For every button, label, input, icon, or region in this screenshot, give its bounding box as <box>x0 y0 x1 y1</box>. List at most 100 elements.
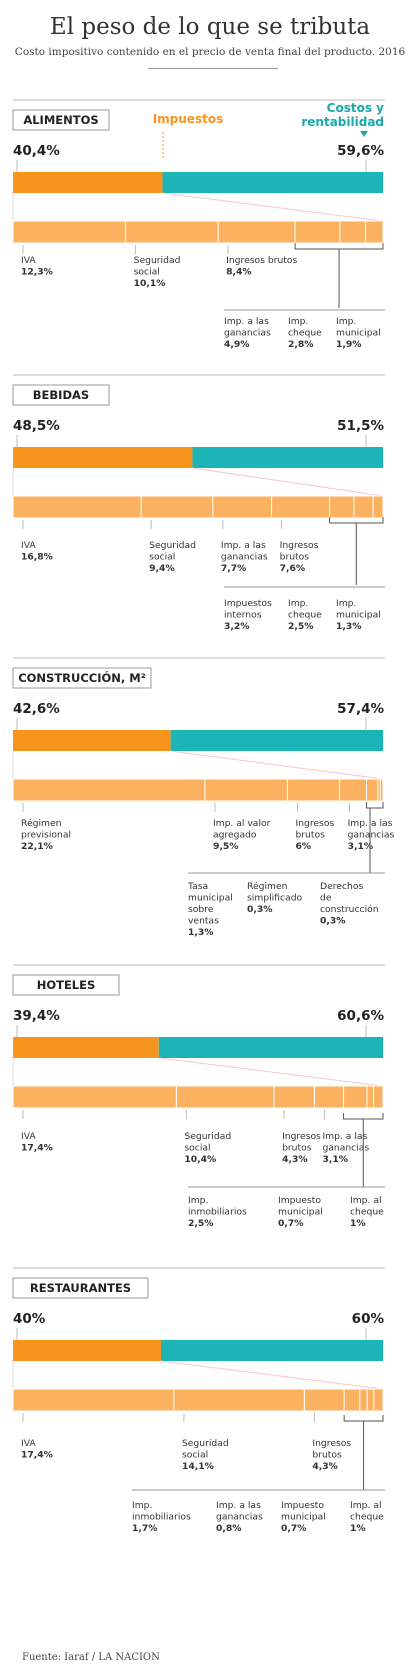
cost-bar <box>192 447 383 468</box>
funnel-line-right <box>192 467 384 497</box>
component-segment <box>359 1388 368 1412</box>
cost-total-label: 60,6% <box>337 1008 384 1024</box>
legend-costs-pointer <box>360 131 368 137</box>
component-label: Imp. a las ganancias 0,8% <box>216 1500 263 1534</box>
component-label: IVA 17,4% <box>21 1438 53 1461</box>
category-label: BEBIDAS <box>33 388 89 402</box>
chart-subtitle: Costo impositivo contenido en el precio … <box>14 46 406 58</box>
category-box <box>12 667 152 689</box>
cost-total-label: 57,4% <box>337 701 384 717</box>
component-segment <box>373 1388 384 1412</box>
legend-taxes: Impuestos <box>153 112 224 126</box>
legend-costs-line1: Costos y <box>327 101 384 115</box>
component-segment <box>204 778 288 802</box>
component-label: Seguridad social 10,4% <box>184 1131 231 1165</box>
component-segment <box>339 220 367 244</box>
component-label: IVA 17,4% <box>21 1131 53 1154</box>
component-label: Impuesto municipal 0,7% <box>281 1500 326 1534</box>
tax-total-label: 39,4% <box>13 1008 60 1024</box>
component-segment <box>212 495 273 519</box>
component-label: Imp. a las ganancias 7,7% <box>221 540 268 574</box>
component-segment <box>125 220 219 244</box>
cost-total-label: 60% <box>352 1311 385 1327</box>
component-segment <box>353 495 374 519</box>
cost-bar <box>161 1340 383 1361</box>
funnel-line-right <box>158 1057 384 1087</box>
component-label: Imp. al valor agregado 9,5% <box>213 818 271 852</box>
component-label: Seguridad social 10,1% <box>134 255 181 289</box>
component-label: Imp. al cheque 1% <box>350 1195 384 1229</box>
component-label: Ingresos brutos 6% <box>295 818 334 852</box>
component-segment <box>175 1085 275 1109</box>
component-label: Imp. municipal 1,3% <box>336 598 381 632</box>
component-bracket <box>343 1415 384 1422</box>
component-segment <box>373 1085 384 1109</box>
component-label: Impuestos internos 3,2% <box>224 598 272 632</box>
component-label: IVA 12,3% <box>21 255 53 278</box>
component-segment <box>343 1388 361 1412</box>
component-bracket <box>365 802 384 809</box>
component-label: Imp. cheque 2,5% <box>288 598 322 632</box>
component-segment <box>286 778 341 802</box>
tax-bar <box>13 172 163 193</box>
category-box <box>12 109 110 131</box>
component-label: IVA 16,8% <box>21 540 53 563</box>
component-label: Ingresos brutos 4,3% <box>312 1438 351 1472</box>
component-bracket <box>294 243 384 250</box>
category-box <box>12 384 110 406</box>
cost-bar <box>158 1037 383 1058</box>
component-segment <box>12 1085 177 1109</box>
component-segment <box>379 778 384 802</box>
funnel-line-right <box>160 1360 384 1390</box>
title-divider <box>148 68 278 69</box>
cost-bar <box>170 730 383 751</box>
funnel-line-right <box>170 750 384 780</box>
component-segment <box>217 220 296 244</box>
component-segment <box>343 1085 368 1109</box>
cost-total-label: 51,5% <box>337 418 384 434</box>
tax-total-label: 48,5% <box>13 418 60 434</box>
category-box <box>12 974 120 996</box>
component-label: Tasa municipal sobre ventas 1,3% <box>187 881 233 938</box>
component-label: Ingresos brutos 8,4% <box>226 255 297 278</box>
component-label: Régimen previsional 22,1% <box>21 818 71 852</box>
chart-title: El peso de lo que se tributa <box>49 14 371 40</box>
component-segment <box>12 495 142 519</box>
cost-total-label: 59,6% <box>337 143 384 159</box>
component-segment <box>12 220 127 244</box>
category-box <box>12 1277 149 1299</box>
tax-total-label: 42,6% <box>13 701 60 717</box>
component-segment <box>173 1388 305 1412</box>
tax-total-label: 40,4% <box>13 143 60 159</box>
component-label: Impuesto municipal 0,7% <box>278 1195 323 1229</box>
component-segment <box>365 778 379 802</box>
funnel-line-right <box>162 192 384 222</box>
category-label: CONSTRUCCIÓN, M² <box>18 670 146 685</box>
component-label: Imp. a las ganancias 3,1% <box>348 818 395 852</box>
component-bracket <box>343 1113 384 1120</box>
source-note: Fuente: Iaraf / LA NACION <box>22 1652 160 1663</box>
tax-bar <box>13 730 171 751</box>
category-label: HOTELES <box>37 978 96 992</box>
component-label: Imp. cheque 2,8% <box>288 316 322 350</box>
component-label: Ingresos brutos 4,3% <box>282 1131 321 1165</box>
component-segment <box>313 1085 345 1109</box>
component-segment <box>12 778 206 802</box>
component-segment <box>303 1388 345 1412</box>
component-label: Imp. al cheque 1% <box>350 1500 384 1534</box>
component-segment <box>271 495 331 519</box>
component-label: Seguridad social 14,1% <box>182 1438 229 1472</box>
tax-bar <box>13 447 193 468</box>
component-segment <box>339 778 367 802</box>
tax-bar <box>13 1340 161 1361</box>
component-segment <box>294 220 341 244</box>
component-segment <box>365 220 384 244</box>
component-label: Régimen simplificado 0,3% <box>247 881 303 915</box>
component-label: Imp. inmobiliarios 2,5% <box>188 1195 247 1229</box>
category-label: RESTAURANTES <box>30 1281 131 1295</box>
legend-costs-line2: rentabilidad <box>301 115 384 129</box>
component-segment <box>12 1388 175 1412</box>
component-segment <box>273 1085 315 1109</box>
component-segment <box>329 495 355 519</box>
